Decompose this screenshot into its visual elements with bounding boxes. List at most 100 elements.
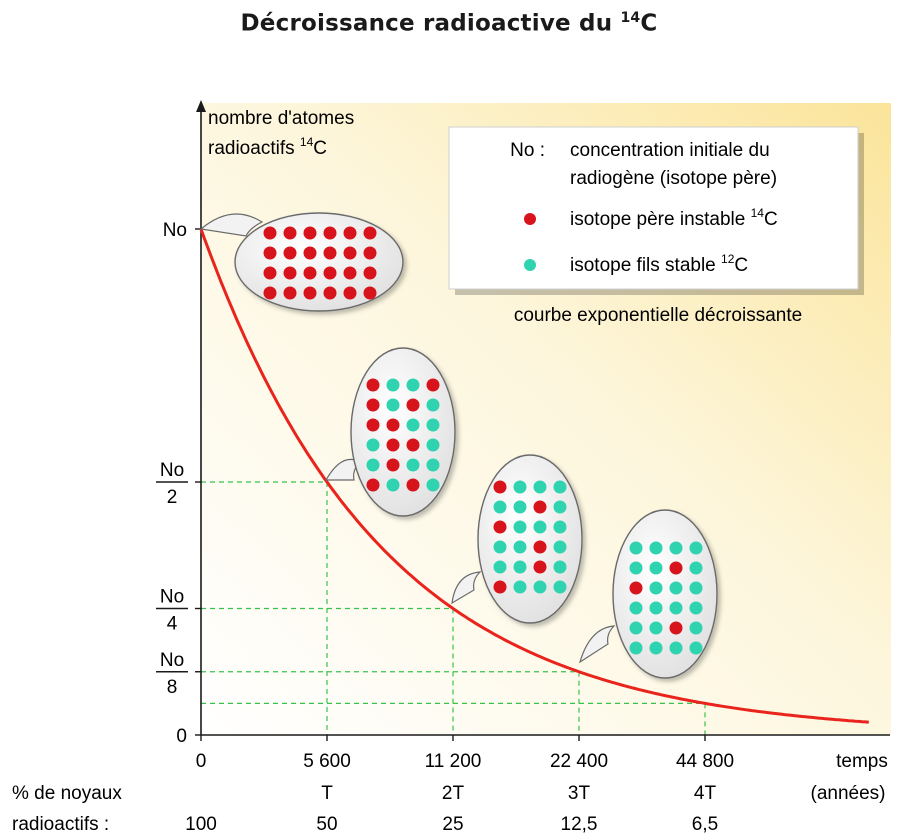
half-life-guides <box>201 481 706 735</box>
daughter-atom <box>669 641 683 655</box>
daughter-atom <box>426 418 440 432</box>
daughter-atom <box>493 540 507 554</box>
daughter-atom <box>649 561 663 575</box>
parent-atom <box>406 438 420 452</box>
chart-title: Décroissance radioactive du 14C <box>240 10 658 37</box>
daughter-atom <box>493 560 507 574</box>
legend-no-desc-1: concentration initiale du <box>570 140 770 161</box>
curve-annotation: courbe exponentielle décroissante <box>514 305 802 326</box>
legend-parent-label: isotope père instable 14C <box>570 206 778 230</box>
parent-atom <box>493 580 507 594</box>
parent-atom <box>386 458 400 472</box>
parent-atom <box>366 478 380 492</box>
daughter-atom <box>689 641 703 655</box>
legend-daughter-dot <box>524 259 536 271</box>
daughter-atom <box>513 560 527 574</box>
daughter-atom <box>553 560 567 574</box>
bubble-shape-1 <box>234 212 404 312</box>
legend-parent-dot <box>524 213 536 225</box>
parent-atom <box>363 226 377 240</box>
daughter-atom <box>649 641 663 655</box>
daughter-atom <box>513 580 527 594</box>
legend-no-desc-2: radiogène (isotope père) <box>570 168 777 189</box>
daughter-atom <box>426 398 440 412</box>
daughter-atom <box>493 500 507 514</box>
table-period-1: T <box>321 783 333 804</box>
decay-curve <box>199 228 869 724</box>
table-percent-2: 25 <box>442 814 463 835</box>
parent-atom <box>323 266 337 280</box>
bubble-tail-3 <box>451 571 482 605</box>
daughter-atom <box>629 641 643 655</box>
parent-atom <box>426 378 440 392</box>
parent-atom <box>283 246 297 260</box>
parent-atom <box>323 286 337 300</box>
axes <box>195 100 890 741</box>
parent-atom <box>363 266 377 280</box>
x-tick-label-4: 44 800 <box>676 751 734 772</box>
daughter-atom <box>386 478 400 492</box>
parent-atom <box>303 286 317 300</box>
daughter-atom <box>426 478 440 492</box>
daughter-atom <box>406 378 420 392</box>
parent-atom <box>366 378 380 392</box>
parent-atom <box>303 266 317 280</box>
y-tick-den-0: 2 <box>167 487 178 508</box>
daughter-atom <box>366 458 380 472</box>
table-period-2: 2T <box>442 783 465 804</box>
daughter-atom <box>629 601 643 615</box>
daughter-atom <box>513 480 527 494</box>
x-axis-label-2: (années) <box>811 783 886 804</box>
daughter-atom <box>426 458 440 472</box>
parent-atom <box>629 581 643 595</box>
daughter-atom <box>629 621 643 635</box>
axis-labels: No 0 No 2 No 4 No 8 0 100 5 600 50 T 11 200 25 2T 22 400… <box>156 220 734 835</box>
parent-atom <box>283 226 297 240</box>
table-period-3: 3T <box>568 783 591 804</box>
y-tick-den-2: 8 <box>167 677 178 698</box>
y-tick-den-1: 4 <box>167 614 178 635</box>
daughter-atom <box>533 480 547 494</box>
parent-atom <box>363 246 377 260</box>
parent-atom <box>533 540 547 554</box>
y-tick-label-0: 0 <box>176 726 187 747</box>
daughter-atom <box>533 580 547 594</box>
y-tick-num-1: No <box>160 587 184 608</box>
y-axis-arrow <box>196 100 206 112</box>
daughter-atom <box>386 398 400 412</box>
parent-atom <box>263 226 277 240</box>
x-axis-label-1: temps <box>836 751 888 772</box>
daughter-atom <box>386 378 400 392</box>
table-percent-0: 100 <box>185 814 217 835</box>
y-tick-num-0: No <box>160 460 184 481</box>
parent-atom <box>343 246 357 260</box>
bubble-tail-1 <box>199 213 264 237</box>
x-tick-label-2: 11 200 <box>425 751 482 772</box>
daughter-atom <box>689 541 703 555</box>
daughter-atom <box>553 520 567 534</box>
bubble-shape-3 <box>477 454 583 624</box>
daughter-atom <box>513 500 527 514</box>
bubble-3 <box>451 454 583 624</box>
atom-bubbles <box>199 212 718 679</box>
x-tick-label-0: 0 <box>196 751 207 772</box>
daughter-atom <box>553 540 567 554</box>
parent-atom <box>493 480 507 494</box>
parent-atom <box>386 438 400 452</box>
y-axis-label-1: nombre d'atomes <box>208 108 354 129</box>
parent-atom <box>263 286 277 300</box>
daughter-atom <box>649 541 663 555</box>
legend-daughter-label: isotope fils stable 12C <box>570 252 748 276</box>
legend-no-label: No : <box>510 140 545 161</box>
daughter-atom <box>669 581 683 595</box>
daughter-atom <box>553 480 567 494</box>
table-percent-4: 6,5 <box>692 814 718 835</box>
daughter-atom <box>406 458 420 472</box>
daughter-atom <box>513 540 527 554</box>
y-tick-num-2: No <box>160 650 184 671</box>
daughter-atom <box>689 601 703 615</box>
parent-atom <box>366 398 380 412</box>
legend: No : concentration initiale du radiogène… <box>448 126 864 295</box>
parent-atom <box>283 286 297 300</box>
